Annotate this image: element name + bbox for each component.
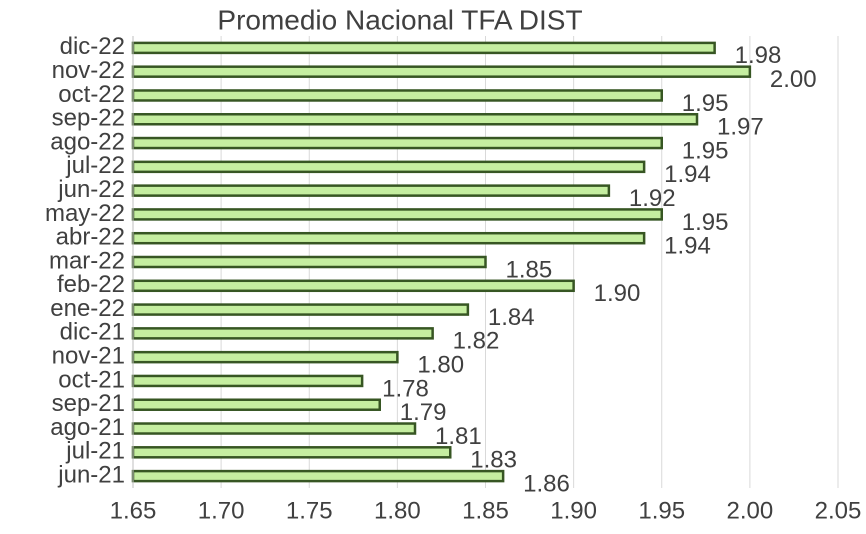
bar: [131, 41, 716, 55]
value-label: 1.94: [664, 233, 711, 260]
x-tick-label: 1.70: [198, 497, 245, 524]
bar: [131, 446, 452, 459]
x-tick-label: 2.00: [727, 497, 774, 524]
y-tick-label: dic-22: [60, 33, 125, 60]
value-label: 1.80: [417, 352, 464, 379]
y-tick-label: sep-22: [52, 105, 125, 132]
bar: [131, 65, 752, 78]
value-label: 1.82: [453, 328, 500, 355]
y-tick-label: jul-21: [65, 438, 125, 465]
x-tick-label: 1.75: [286, 497, 333, 524]
y-tick-label: sep-21: [52, 390, 125, 417]
x-tick-label: 1.85: [462, 497, 509, 524]
bar: [131, 184, 611, 197]
y-tick-label: oct-22: [58, 81, 125, 108]
bar: [131, 136, 663, 150]
y-tick-label: nov-22: [52, 57, 125, 84]
value-label: 1.97: [717, 114, 764, 141]
x-tick-label: 2.05: [815, 497, 862, 524]
y-tick-label: mar-22: [49, 247, 125, 274]
bar: [131, 422, 417, 435]
value-label: 1.83: [470, 447, 517, 474]
x-tick-label: 1.95: [638, 497, 685, 524]
value-label: 1.95: [682, 90, 729, 117]
value-label: 1.95: [682, 137, 729, 164]
bar: [131, 208, 663, 221]
bar: [131, 327, 434, 340]
value-label: 1.85: [506, 256, 553, 283]
value-label: 1.79: [400, 399, 447, 426]
value-label: 1.92: [629, 185, 676, 212]
value-label: 1.95: [682, 209, 729, 236]
bar: [131, 113, 699, 126]
y-tick-label: jun-22: [57, 176, 125, 203]
value-label: 1.94: [664, 161, 711, 188]
x-tick-label: 1.90: [550, 497, 597, 524]
x-tick-label: 1.65: [110, 497, 157, 524]
chart-title: Promedio Nacional TFA DIST: [217, 4, 582, 35]
y-tick-label: jul-22: [65, 152, 125, 179]
bar: [131, 89, 663, 102]
bar: [131, 374, 364, 388]
bar: [131, 350, 399, 364]
y-tick-label: nov-21: [52, 343, 125, 370]
bar: [131, 231, 646, 245]
bar: [131, 469, 505, 483]
y-tick-label: ago-21: [50, 414, 125, 441]
value-label: 1.84: [488, 304, 535, 331]
bar: [131, 279, 575, 293]
value-label: 1.81: [435, 423, 482, 450]
y-tick-label: may-22: [45, 200, 125, 227]
bar: [131, 160, 646, 174]
y-tick-label: feb-22: [57, 271, 125, 298]
value-label: 1.86: [523, 470, 570, 497]
value-label: 1.90: [594, 280, 641, 307]
y-tick-label: abr-22: [56, 224, 125, 251]
value-label: 2.00: [770, 66, 817, 93]
bar: [131, 398, 381, 411]
x-tick-label: 1.80: [374, 497, 421, 524]
y-tick-label: ago-22: [50, 128, 125, 155]
y-tick-label: ene-22: [50, 295, 125, 322]
bar: [131, 255, 487, 269]
y-tick-label: jun-21: [57, 461, 125, 488]
value-label: 1.98: [735, 42, 782, 69]
value-label: 1.78: [382, 375, 429, 402]
y-tick-label: oct-21: [58, 366, 125, 393]
y-tick-label: dic-21: [60, 319, 125, 346]
bar: [131, 303, 470, 316]
